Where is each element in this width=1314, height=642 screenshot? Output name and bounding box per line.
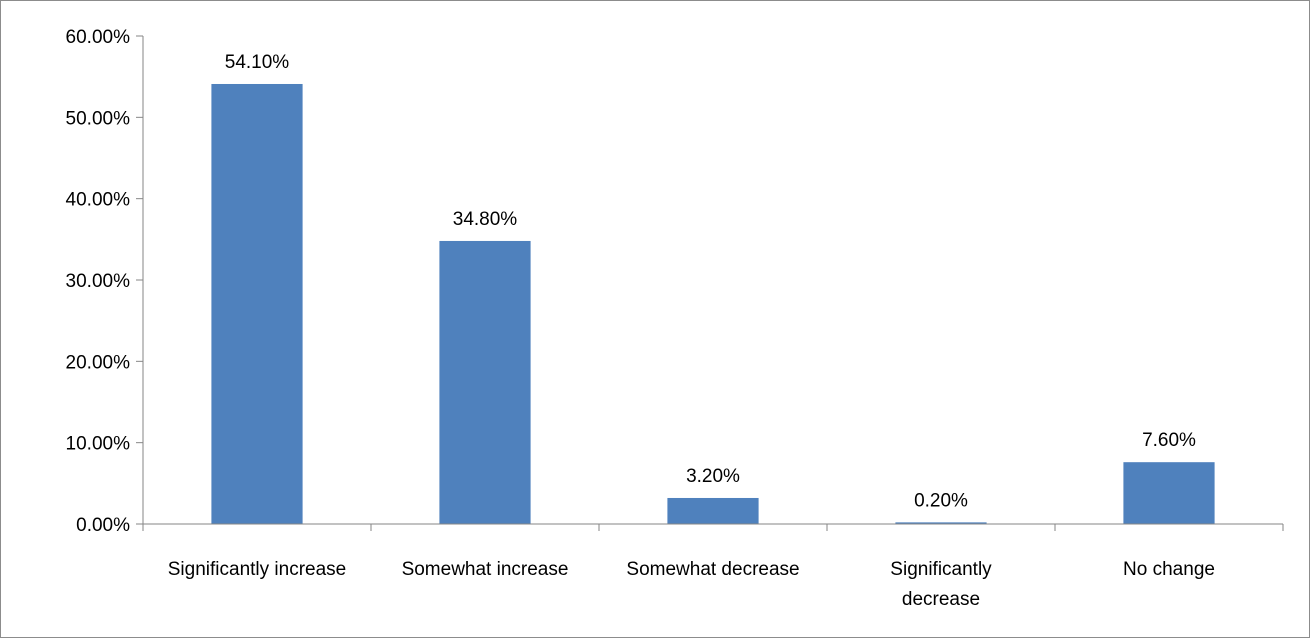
bar: [667, 497, 759, 524]
data-labels: 54.10% 34.80% 3.20% 0.20% 7.60%: [225, 52, 1196, 511]
y-tick-label: 60.00%: [66, 27, 131, 48]
y-tick-label: 20.00%: [66, 352, 131, 373]
y-tick-label: 0.00%: [76, 515, 130, 536]
y-tick-label: 50.00%: [66, 108, 131, 129]
category-labels: Significantly increase Somewhat increase S…: [168, 559, 1215, 610]
bars: [211, 83, 1215, 524]
data-label: 34.80%: [453, 209, 518, 230]
data-label: 54.10%: [225, 52, 290, 73]
category-label: Somewhat decrease: [626, 559, 799, 580]
bar: [439, 240, 531, 524]
category-label: Significantly decrease: [890, 559, 992, 610]
y-tick-label: 10.00%: [66, 434, 131, 455]
data-label: 0.20%: [914, 490, 968, 511]
category-label: Somewhat increase: [402, 559, 569, 580]
y-tick-label: 40.00%: [66, 190, 131, 211]
y-tick-label: 30.00%: [66, 271, 131, 292]
y-axis-ticks: 0.00% 10.00% 20.00% 30.00% 40.00% 50.00% 60.00…: [66, 27, 143, 536]
data-label: 7.60%: [1142, 430, 1196, 451]
bar: [895, 522, 987, 524]
data-label: 3.20%: [686, 466, 740, 487]
x-axis-ticks: [142, 524, 1284, 531]
category-label: No change: [1123, 559, 1215, 580]
category-label: Significantly increase: [168, 559, 346, 580]
bar: [1123, 462, 1215, 524]
bar: [211, 83, 303, 524]
